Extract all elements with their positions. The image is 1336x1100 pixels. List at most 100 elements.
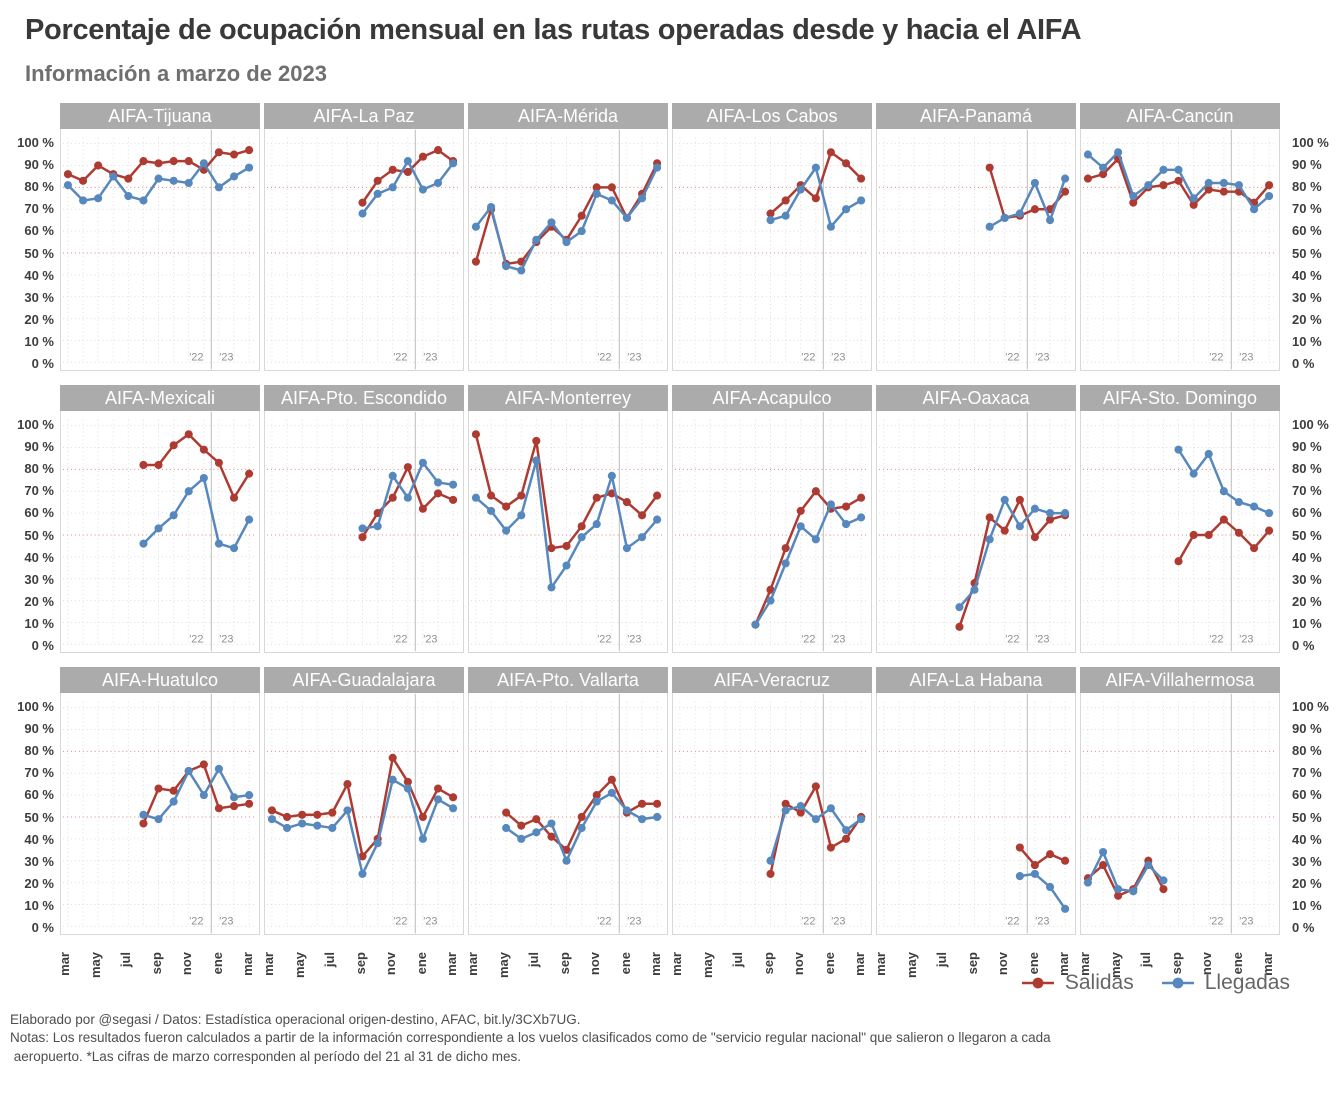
x-tick-label: jul <box>730 952 745 968</box>
panel-chart-aifa-guadalajara: '22 '23 <box>264 693 464 935</box>
y-tick-label: 90 % <box>1292 439 1322 455</box>
panel-aifa-tijuana: AIFA-Tijuana '22 '23 <box>60 103 260 371</box>
panel-chart-aifa-monterrey: '22 '23 <box>468 411 668 653</box>
svg-text:'22: '22 <box>1005 633 1019 645</box>
y-tick-label: 30 % <box>24 571 54 587</box>
y-tick-label: 90 % <box>24 439 54 455</box>
panel-chart-aifa-m-rida: '22 '23 <box>468 129 668 371</box>
y-tick-label: 10 % <box>1292 897 1322 913</box>
panel-title-aifa-acapulco: AIFA-Acapulco <box>672 385 872 411</box>
panel-chart-aifa-tijuana: '22 '23 <box>60 129 260 371</box>
legend-label-llegadas: Llegadas <box>1204 971 1290 994</box>
y-axis-labels-left: 100 % 90 % 80 % 70 % 60 % 50 % 40 % 30 % 20 % 10 … <box>12 103 60 371</box>
panel-title-aifa-monterrey: AIFA-Monterrey <box>468 385 668 411</box>
y-tick-label: 50 % <box>1292 527 1322 543</box>
footer-line-notes-1: Notas: Los resultados fueron calculados … <box>10 1030 1051 1046</box>
x-tick-label: jul <box>934 952 949 968</box>
y-axis-labels-right: 100 % 90 % 80 % 70 % 60 % 50 % 40 % 30 % 20 % 10 … <box>1284 385 1332 653</box>
y-tick-label: 40 % <box>1292 267 1322 283</box>
y-tick-label: 50 % <box>24 245 54 261</box>
panel-aifa-la-paz: AIFA-La Paz '22 '23 <box>264 103 464 371</box>
y-tick-label: 70 % <box>24 201 54 217</box>
panel-title-aifa-tijuana: AIFA-Tijuana <box>60 103 260 129</box>
panel-aifa-villahermosa: AIFA-Villahermosa '22 '23 <box>1080 667 1280 935</box>
panel-aifa-canc-n: AIFA-Cancún '22 '23 <box>1080 103 1280 371</box>
panel-chart-aifa-los-cabos: '22 '23 <box>672 129 872 371</box>
svg-text:'22: '22 <box>1005 351 1019 363</box>
panel-aifa-acapulco: AIFA-Acapulco '22 '23 <box>672 385 872 653</box>
footer-line-credits: Elaborado por @segasi / Datos: Estadísti… <box>10 1012 581 1027</box>
y-tick-label: 50 % <box>1292 245 1322 261</box>
x-tick-label: jul <box>1138 952 1153 968</box>
y-tick-label: 30 % <box>1292 571 1322 587</box>
panel-title-aifa-panam: AIFA-Panamá <box>876 103 1076 129</box>
y-tick-label: 70 % <box>24 765 54 781</box>
svg-text:'23: '23 <box>219 915 233 927</box>
y-tick-label: 40 % <box>24 267 54 283</box>
svg-text:'23: '23 <box>831 351 845 363</box>
svg-text:'23: '23 <box>1035 351 1049 363</box>
svg-text:'23: '23 <box>1239 633 1253 645</box>
svg-text:'23: '23 <box>627 633 641 645</box>
svg-text:'23: '23 <box>1239 915 1253 927</box>
y-tick-label: 80 % <box>1292 179 1322 195</box>
svg-text:'22: '22 <box>801 915 815 927</box>
svg-text:'23: '23 <box>627 915 641 927</box>
panel-title-aifa-veracruz: AIFA-Veracruz <box>672 667 872 693</box>
panel-chart-aifa-huatulco: '22 '23 <box>60 693 260 935</box>
y-tick-label: 60 % <box>1292 787 1322 803</box>
y-axis-labels-left: 100 % 90 % 80 % 70 % 60 % 50 % 40 % 30 % 20 % 10 … <box>12 667 60 935</box>
panel-aifa-mexicali: AIFA-Mexicali '22 '23 <box>60 385 260 653</box>
svg-text:'22: '22 <box>597 351 611 363</box>
panel-aifa-veracruz: AIFA-Veracruz '22 '23 <box>672 667 872 935</box>
panel-chart-aifa-oaxaca: '22 '23 <box>876 411 1076 653</box>
y-tick-label: 30 % <box>24 289 54 305</box>
svg-text:'22: '22 <box>1005 915 1019 927</box>
svg-text:'23: '23 <box>627 351 641 363</box>
y-tick-label: 70 % <box>1292 483 1322 499</box>
panel-chart-aifa-sto-domingo: '22 '23 <box>1080 411 1280 653</box>
llegadas-marker-icon <box>1161 977 1194 989</box>
panel-row-1: 100 % 90 % 80 % 70 % 60 % 50 % 40 % 30 % 20 % 10 … <box>12 103 1336 371</box>
y-tick-label: 20 % <box>24 875 54 891</box>
panel-chart-aifa-la-paz: '22 '23 <box>264 129 464 371</box>
y-tick-label: 10 % <box>1292 615 1322 631</box>
panel-aifa-pto-escondido: AIFA-Pto. Escondido '22 '23 <box>264 385 464 653</box>
panel-aifa-los-cabos: AIFA-Los Cabos '22 '23 <box>672 103 872 371</box>
svg-text:'22: '22 <box>1209 915 1223 927</box>
panel-chart-aifa-mexicali: '22 '23 <box>60 411 260 653</box>
y-tick-label: 10 % <box>1292 333 1322 349</box>
panel-title-aifa-pto-escondido: AIFA-Pto. Escondido <box>264 385 464 411</box>
svg-text:'23: '23 <box>219 351 233 363</box>
y-tick-label: 0 % <box>1292 920 1315 935</box>
y-tick-label: 60 % <box>24 787 54 803</box>
panel-aifa-m-rida: AIFA-Mérida '22 '23 <box>468 103 668 371</box>
y-tick-label: 50 % <box>1292 809 1322 825</box>
y-tick-label: 90 % <box>24 721 54 737</box>
y-tick-label: 0 % <box>31 920 54 935</box>
panel-chart-aifa-villahermosa: '22 '23 <box>1080 693 1280 935</box>
svg-text:'23: '23 <box>831 633 845 645</box>
x-tick-label: jul <box>118 952 133 968</box>
footer-notes: Elaborado por @segasi / Datos: Estadísti… <box>10 1011 1336 1066</box>
y-tick-label: 60 % <box>24 505 54 521</box>
panel-title-aifa-oaxaca: AIFA-Oaxaca <box>876 385 1076 411</box>
y-tick-label: 60 % <box>1292 223 1322 239</box>
svg-text:'23: '23 <box>219 633 233 645</box>
svg-text:'22: '22 <box>189 633 203 645</box>
y-tick-label: 0 % <box>31 356 54 371</box>
y-tick-label: 100 % <box>17 417 54 432</box>
y-tick-label: 30 % <box>24 853 54 869</box>
panel-chart-aifa-pto-vallarta: '22 '23 <box>468 693 668 935</box>
panel-title-aifa-m-rida: AIFA-Mérida <box>468 103 668 129</box>
y-tick-label: 0 % <box>31 638 54 653</box>
svg-text:'22: '22 <box>393 915 407 927</box>
salidas-marker-icon <box>1021 977 1054 989</box>
y-tick-label: 60 % <box>24 223 54 239</box>
y-tick-label: 80 % <box>1292 743 1322 759</box>
y-tick-label: 90 % <box>24 157 54 173</box>
svg-text:'22: '22 <box>597 633 611 645</box>
y-tick-label: 80 % <box>24 179 54 195</box>
y-tick-label: 20 % <box>24 593 54 609</box>
svg-text:'23: '23 <box>1035 915 1049 927</box>
